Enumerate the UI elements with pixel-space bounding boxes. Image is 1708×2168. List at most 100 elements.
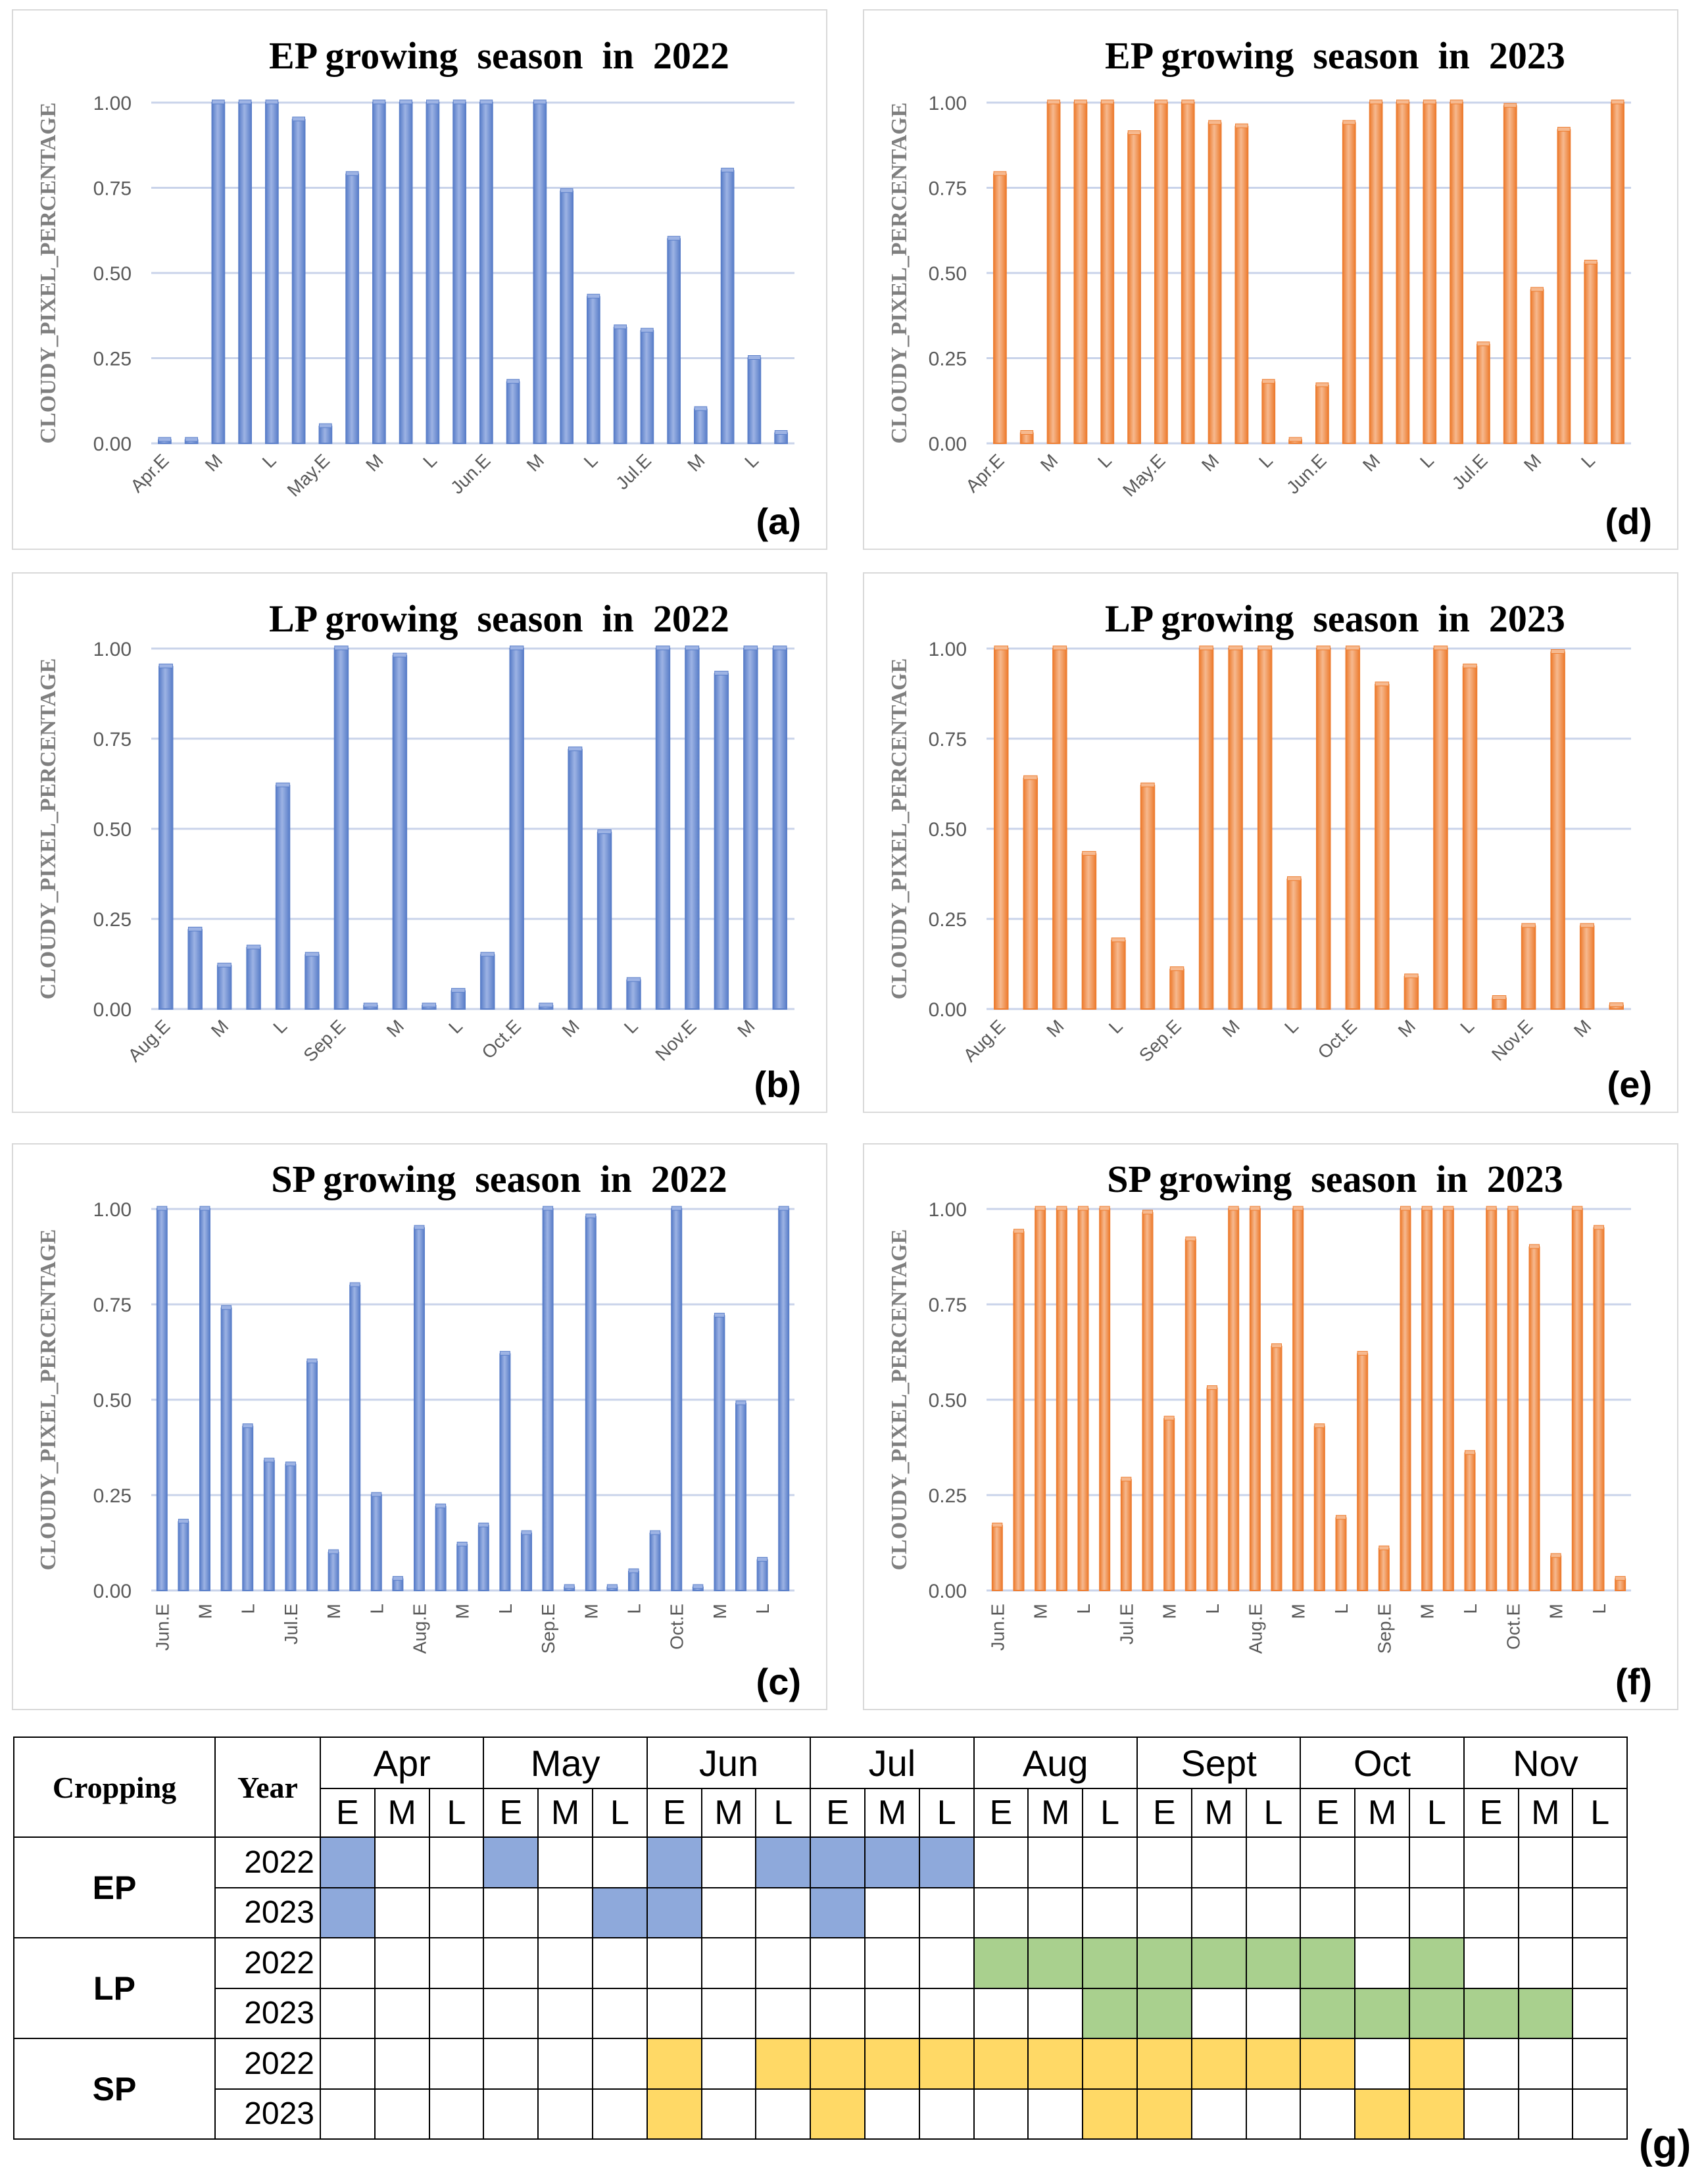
bar-cap (1315, 382, 1329, 387)
y-tick-label: 0.75 (929, 178, 967, 200)
x-tick-label: Apr.E (962, 450, 1008, 496)
x-tick-label: L (1456, 1016, 1478, 1037)
bar (1423, 102, 1437, 444)
bar-cap (185, 437, 198, 442)
bar-cap (1572, 1206, 1583, 1211)
season-cell-filled (810, 2038, 866, 2090)
bar (1198, 648, 1214, 1010)
season-cell (646, 1937, 702, 1989)
bar (285, 1464, 297, 1591)
bar-cap (1557, 126, 1571, 132)
bar (159, 666, 174, 1010)
y-tick-label: 0.25 (929, 909, 967, 931)
season-cell (1300, 2088, 1356, 2140)
y-tick-label: 0.25 (93, 349, 132, 370)
season-cell (1354, 2038, 1410, 2090)
bar-cap (1185, 1236, 1196, 1241)
x-tick-label: M (523, 450, 548, 475)
bar-cap (628, 1568, 639, 1573)
season-cell (1136, 1886, 1192, 1938)
bar-cap (212, 99, 225, 105)
bar (291, 118, 306, 444)
season-cell (973, 1987, 1029, 2039)
x-tick-label: May.E (283, 450, 334, 501)
bar (499, 1353, 511, 1591)
bar-cap (1423, 99, 1436, 105)
subperiod-header: M (700, 1788, 757, 1838)
season-cell (810, 1937, 866, 1989)
season-cell (483, 2038, 539, 2090)
bar-cap (1421, 1206, 1432, 1211)
season-cell (1517, 1836, 1574, 1888)
season-cell (1572, 2088, 1628, 2140)
x-tick-label: Jul.E (1448, 450, 1492, 493)
x-tick-label: M (207, 1016, 232, 1041)
bar (1611, 102, 1624, 444)
panel-label: (b) (754, 1064, 801, 1105)
x-tick-label: Nov.E (651, 1016, 700, 1064)
cropping-calendar-table: Cropping Year Apr May Jun Jul Aug Sept Oct Nov E M L… (13, 1737, 1628, 2140)
bar (1127, 132, 1141, 444)
bar (587, 296, 600, 445)
x-tick-label: M (1417, 1604, 1438, 1619)
season-cell-filled (1136, 1987, 1192, 2039)
bar-cap (1580, 923, 1594, 928)
season-cell (591, 2088, 648, 2140)
bar (1181, 102, 1195, 444)
season-cell (700, 1937, 757, 1989)
season-cell-filled (973, 1937, 1029, 1989)
season-cell (646, 1987, 702, 2039)
x-tick-label: L (1416, 450, 1438, 472)
month-header: Sept (1136, 1737, 1302, 1789)
season-cell-filled (1408, 2038, 1465, 2090)
y-tick-label: 0.50 (929, 819, 967, 841)
bar (1396, 102, 1410, 444)
x-tick-label: L (1281, 1016, 1302, 1037)
y-axis-label: CLOUDY_PIXEL_PERCENTAGE (887, 103, 912, 444)
x-tick-label: Jul.E (612, 450, 655, 493)
bar (1503, 105, 1517, 444)
season-cell (864, 2088, 920, 2140)
bar (772, 648, 787, 1010)
season-cell (810, 1987, 866, 2039)
bar (1615, 1578, 1626, 1591)
month-header: Jun (646, 1737, 812, 1789)
bar-cap (1615, 1576, 1626, 1581)
bar (238, 102, 252, 444)
chart-b: 0.00 0.25 0.50 0.75 1.00 Aug.E M L Sep.E M L Oct.E M… (36, 597, 801, 1105)
bar-cap (1396, 99, 1409, 105)
season-cell (537, 2038, 593, 2090)
bar-cap (264, 1458, 275, 1463)
bar (667, 238, 681, 444)
season-cell (1517, 2088, 1574, 2140)
x-tick-label: M (1042, 1016, 1067, 1041)
bar (1345, 648, 1361, 1010)
season-cell (537, 1987, 593, 2039)
bar-cap (349, 1282, 360, 1287)
x-tick-label: M (383, 1016, 408, 1041)
season-cell (1027, 1836, 1084, 1888)
x-tick-label: M (362, 450, 387, 475)
x-tick-label: L (238, 1604, 258, 1614)
season-cell (1027, 1886, 1084, 1938)
season-cell-filled (1354, 1987, 1410, 2039)
x-tick-label: M (1288, 1604, 1309, 1619)
season-cell-filled (918, 1836, 975, 1888)
bar-cap (1208, 120, 1221, 125)
bar-cap (1023, 775, 1038, 780)
bar (542, 1208, 554, 1591)
bar-cap (221, 1305, 232, 1310)
bar-cap (1375, 681, 1390, 687)
panel-label: (f) (1615, 1661, 1652, 1702)
bar (318, 426, 333, 444)
season-cell (1300, 1836, 1356, 1888)
bar-cap (694, 406, 708, 411)
x-tick-label: May.E (1119, 450, 1169, 501)
bar (1013, 1231, 1025, 1592)
bar (1507, 1208, 1519, 1591)
bar (1249, 1208, 1261, 1591)
y-tick-label: 0.25 (93, 909, 132, 931)
season-cell (1245, 1886, 1302, 1938)
bar-cap (1400, 1206, 1411, 1211)
bar (1571, 1208, 1583, 1591)
